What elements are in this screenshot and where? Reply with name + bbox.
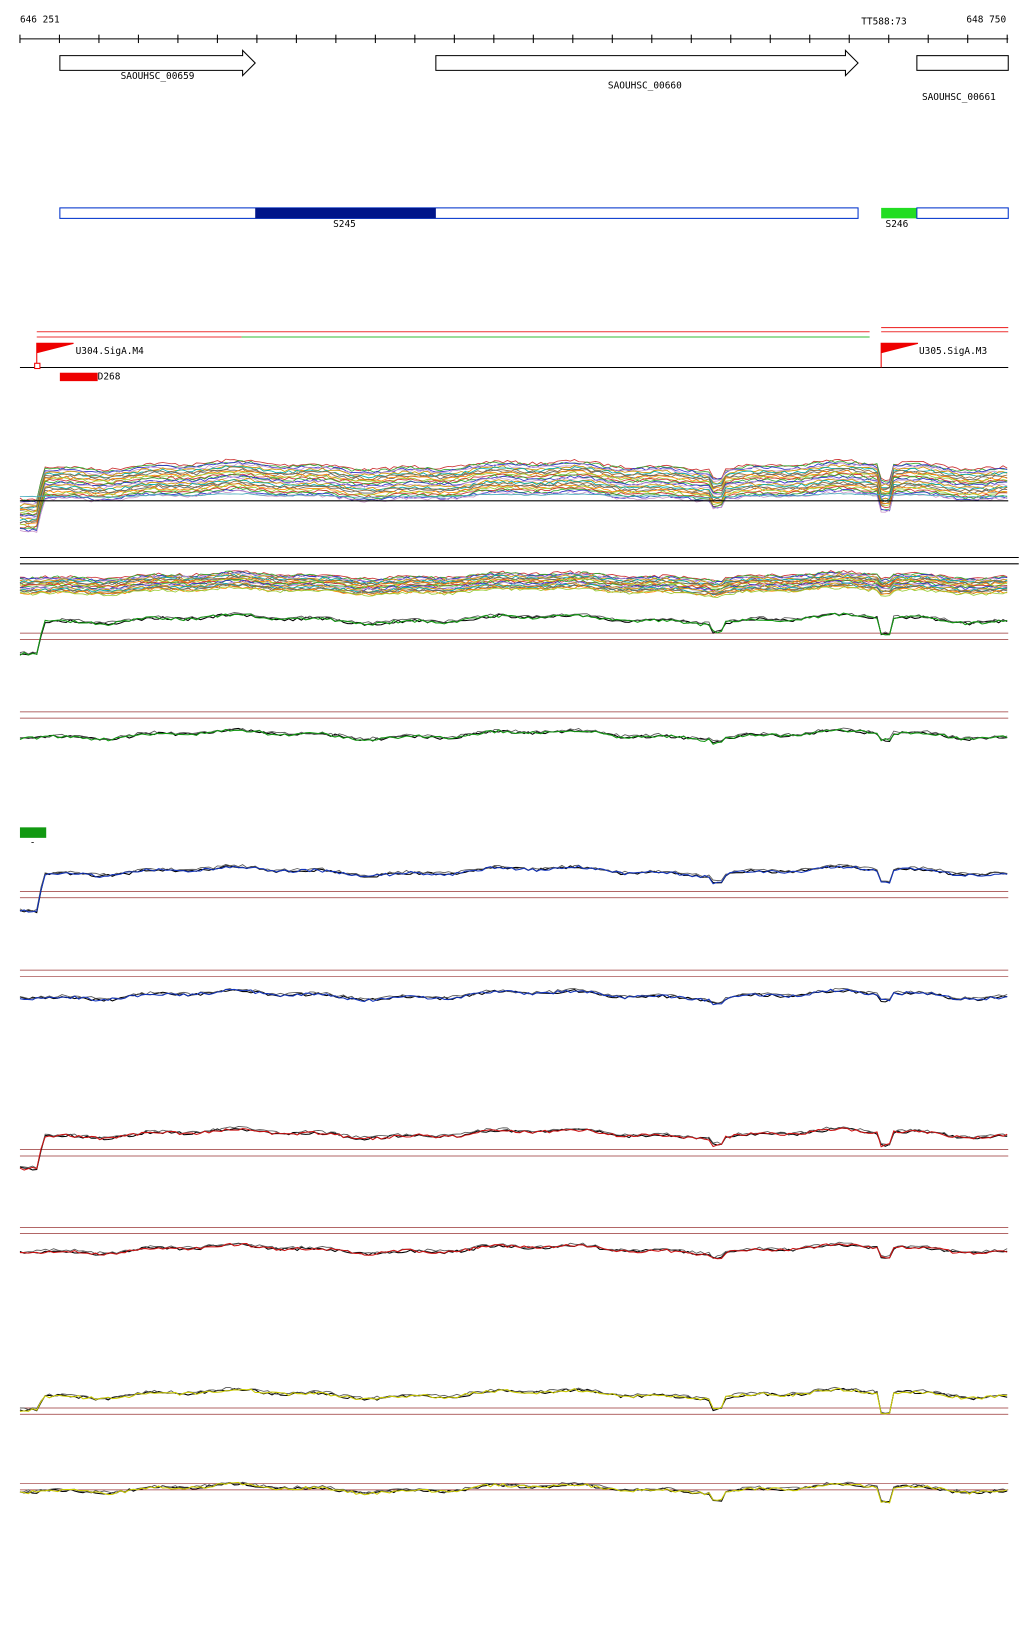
expression-trace <box>19 584 1008 596</box>
tracks <box>19 458 1019 1504</box>
promoter-flag <box>880 342 919 368</box>
feature-bar <box>59 372 98 382</box>
promoter-label: U304.SigA.M4 <box>76 346 145 357</box>
promoters: U304.SigA.M4 U305.SigA.M3 D268 <box>19 327 1009 382</box>
expression-trace <box>19 492 1008 499</box>
expression-trace <box>19 612 1008 656</box>
expression-trace <box>19 471 1008 514</box>
expression-trace <box>19 485 1008 530</box>
expression-trace <box>19 1481 1008 1504</box>
ruler: 646 251 648 750 TT588:73 <box>19 14 1009 44</box>
gene-label: SAOUHSC_00659 <box>121 71 195 82</box>
expression-trace <box>19 865 1008 914</box>
expression-trace <box>19 480 1008 524</box>
segment-label: S246 <box>886 219 909 230</box>
expression-trace <box>19 1127 1008 1171</box>
expression-trace <box>19 572 1008 586</box>
segment <box>59 207 859 219</box>
expression-trace <box>19 1241 1008 1260</box>
segment-core <box>881 207 917 219</box>
expression-trace <box>19 484 1008 528</box>
genes: SAOUHSC_00659 SAOUHSC_00660 SAOUHSC_0066… <box>59 49 1009 103</box>
promoter-label: U305.SigA.M3 <box>919 346 987 357</box>
expression-trace <box>19 988 1008 1006</box>
expression-trace <box>19 987 1008 1004</box>
expression-trace <box>19 464 1008 507</box>
expression-trace <box>19 465 1008 509</box>
expression-trace <box>19 1127 1008 1171</box>
expression-trace <box>19 476 1008 519</box>
promoter-flag <box>36 342 74 368</box>
ruler-start: 646 251 <box>20 14 60 25</box>
expression-trace <box>19 578 1008 592</box>
promoter-mark <box>34 362 41 370</box>
expression-trace <box>19 612 1008 656</box>
gene-box <box>916 55 1009 71</box>
legend-mark: - <box>30 838 36 849</box>
expression-trace <box>19 865 1008 913</box>
gene-label: SAOUHSC_00661 <box>922 92 996 103</box>
expression-trace <box>19 727 1008 743</box>
expression-trace <box>19 863 1008 912</box>
expression-trace <box>19 1126 1008 1169</box>
expression-trace <box>19 474 1008 518</box>
expression-trace <box>19 576 1008 588</box>
expression-trace <box>19 572 1008 586</box>
expression-trace <box>19 462 1008 505</box>
legend-box <box>19 827 47 838</box>
expression-trace <box>19 728 1008 745</box>
expression-trace <box>19 1481 1008 1504</box>
expression-trace <box>19 582 1008 596</box>
expression-trace <box>19 577 1008 590</box>
feature-label: D268 <box>98 371 121 382</box>
expression-trace <box>19 576 1008 588</box>
segment-label: S245 <box>333 219 356 230</box>
segments: S245 S246 <box>59 207 1009 230</box>
expression-trace <box>19 1242 1008 1260</box>
ruler-marker: TT588:73 <box>861 17 906 28</box>
expression-trace <box>19 469 1008 513</box>
gene-arrow <box>59 49 256 77</box>
gene-label: SAOUHSC_00660 <box>608 81 682 92</box>
expression-trace <box>19 489 1008 533</box>
segment-core <box>255 207 436 219</box>
expression-trace <box>19 586 1008 598</box>
gene-arrow <box>435 49 859 77</box>
segment <box>916 207 1009 219</box>
ruler-end: 648 750 <box>966 14 1006 25</box>
expression-trace <box>19 1481 1008 1503</box>
expression-trace <box>19 1387 1008 1415</box>
expression-trace <box>19 466 1008 510</box>
expression-trace <box>19 458 1008 502</box>
